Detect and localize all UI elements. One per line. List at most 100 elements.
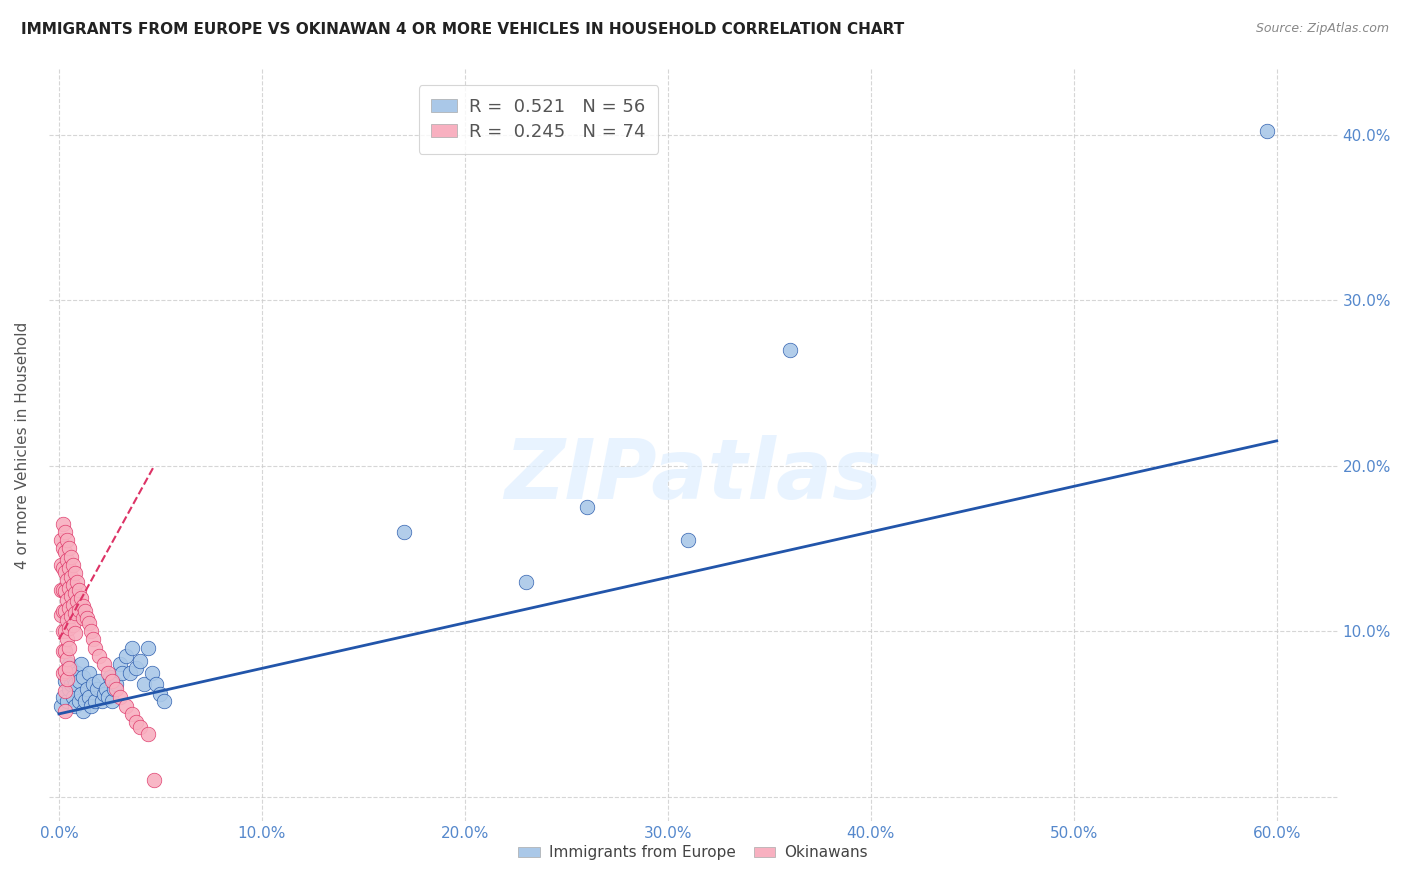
Point: [52, 665, 75, 680]
Point: [56, 533, 79, 548]
Point: [58, 640, 80, 655]
Point: [49, 607, 72, 622]
Point: [134, 677, 156, 691]
Point: [60, 660, 83, 674]
Point: [52, 516, 75, 531]
Point: [121, 640, 143, 655]
Point: [58, 621, 80, 635]
Point: [56, 632, 79, 647]
Point: [56, 613, 79, 627]
Point: [52, 561, 75, 575]
Point: [72, 671, 94, 685]
Point: [80, 624, 103, 639]
Point: [80, 698, 103, 713]
Point: [70, 591, 93, 605]
Point: [60, 569, 83, 583]
Y-axis label: 4 or more Vehicles in Household: 4 or more Vehicles in Household: [15, 321, 30, 568]
Point: [100, 693, 122, 707]
Point: [70, 687, 93, 701]
Point: [62, 558, 84, 572]
Point: [58, 682, 80, 697]
Point: [79, 690, 101, 705]
Point: [129, 654, 152, 668]
Legend: R =  0.521   N = 56, R =  0.245   N = 74: R = 0.521 N = 56, R = 0.245 N = 74: [419, 85, 658, 153]
Point: [52, 644, 75, 658]
Point: [53, 584, 76, 599]
Point: [53, 524, 76, 539]
Point: [56, 592, 79, 607]
Point: [49, 698, 72, 713]
Point: [100, 673, 122, 688]
Point: [93, 687, 115, 701]
Point: [62, 671, 84, 685]
Point: [67, 602, 90, 616]
Point: [84, 693, 107, 707]
Point: [103, 682, 125, 697]
Point: [84, 640, 107, 655]
Point: [70, 657, 93, 672]
Point: [1256, 124, 1278, 138]
Point: [108, 690, 131, 705]
Point: [58, 541, 80, 556]
Point: [62, 598, 84, 612]
Point: [98, 671, 121, 685]
Point: [63, 698, 86, 713]
Point: [63, 606, 86, 620]
Point: [63, 566, 86, 581]
Point: [82, 677, 104, 691]
Point: [52, 690, 75, 705]
Point: [56, 672, 79, 686]
Point: [86, 682, 108, 697]
Point: [62, 578, 84, 592]
Point: [58, 581, 80, 595]
Point: [136, 727, 159, 741]
Point: [60, 590, 83, 604]
Point: [76, 611, 98, 625]
Point: [63, 677, 86, 691]
Point: [56, 573, 79, 587]
Point: [63, 625, 86, 640]
Point: [392, 524, 415, 539]
Point: [93, 657, 115, 672]
Point: [60, 549, 83, 564]
Point: [58, 657, 80, 672]
Point: [67, 673, 90, 688]
Point: [67, 582, 90, 597]
Point: [60, 677, 83, 691]
Point: [56, 665, 79, 680]
Point: [149, 687, 172, 701]
Point: [141, 665, 163, 680]
Point: [53, 624, 76, 639]
Point: [66, 594, 89, 608]
Point: [125, 660, 148, 674]
Point: [56, 652, 79, 666]
Point: [79, 665, 101, 680]
Point: [75, 693, 97, 707]
Point: [58, 601, 80, 615]
Point: [89, 673, 111, 688]
Point: [52, 541, 75, 556]
Point: [49, 582, 72, 597]
Point: [676, 533, 699, 548]
Point: [53, 683, 76, 698]
Point: [153, 693, 176, 707]
Point: [111, 665, 134, 680]
Point: [145, 677, 167, 691]
Point: [58, 561, 80, 575]
Point: [104, 682, 127, 697]
Point: [108, 657, 131, 672]
Point: [53, 673, 76, 688]
Point: [53, 565, 76, 579]
Point: [66, 574, 89, 589]
Point: [53, 545, 76, 559]
Point: [97, 665, 120, 680]
Point: [779, 343, 801, 357]
Point: [63, 586, 86, 600]
Point: [104, 677, 127, 691]
Point: [52, 582, 75, 597]
Point: [143, 773, 166, 788]
Point: [62, 690, 84, 705]
Point: [97, 690, 120, 705]
Point: [53, 644, 76, 658]
Point: [58, 660, 80, 674]
